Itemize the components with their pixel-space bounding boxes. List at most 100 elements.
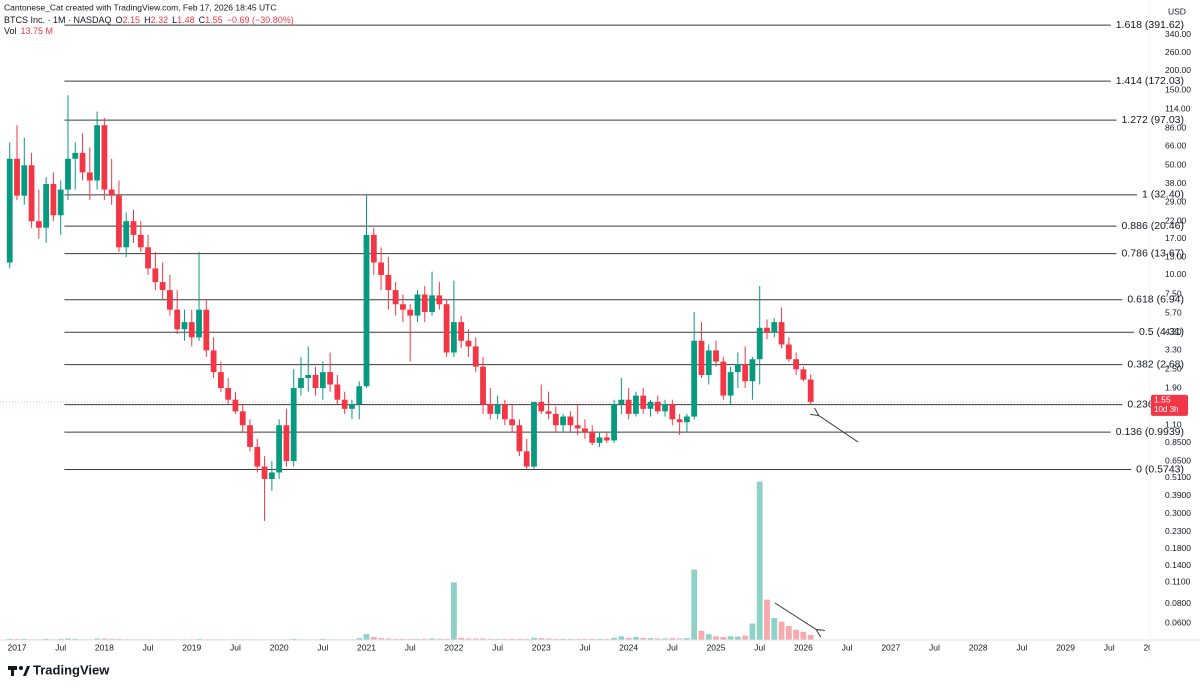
volume-bar xyxy=(633,637,639,640)
candle-body xyxy=(43,183,50,228)
y-tick-label: 0.1100 xyxy=(1165,576,1191,586)
candle-body xyxy=(705,350,712,376)
candle-body xyxy=(50,183,57,216)
candle-body xyxy=(28,165,35,222)
candle-body xyxy=(749,359,756,382)
candle-body xyxy=(349,404,355,409)
candle-body xyxy=(764,327,770,333)
candle-body xyxy=(560,416,567,426)
y-tick-label: 4.30 xyxy=(1165,327,1182,337)
candle-body xyxy=(421,294,428,313)
volume-bar xyxy=(611,637,617,640)
x-tick-label: 2030 xyxy=(1143,642,1162,652)
fib-label: 1 (32.40) xyxy=(1142,189,1184,201)
candle-body xyxy=(6,158,13,263)
volume-bar xyxy=(196,638,202,640)
candle-body xyxy=(487,404,494,414)
candle-body xyxy=(290,388,297,462)
x-tick-label: 2020 xyxy=(270,642,289,652)
candle-body xyxy=(574,425,581,429)
candle-body xyxy=(14,158,20,196)
candle-body xyxy=(261,466,268,479)
brand-logo: TradingView xyxy=(8,662,110,677)
y-tick-label: 200.00 xyxy=(1165,65,1191,75)
price-axis: 340.00 260.00 200.00 150.00 114.00 86.00 66.00… xyxy=(1165,29,1191,628)
x-tick-label: 2027 xyxy=(881,642,900,652)
volume-bar xyxy=(785,626,792,640)
candle-body xyxy=(108,189,115,196)
open-value: 2.15 xyxy=(123,15,141,25)
volume-bar xyxy=(523,638,530,640)
volume-bar xyxy=(734,636,741,640)
candle-body xyxy=(509,419,516,426)
candle-body xyxy=(734,364,741,373)
candle-body xyxy=(327,372,334,385)
volume-bar xyxy=(698,630,705,640)
volume-bar xyxy=(465,638,472,640)
annotation-arrow xyxy=(818,415,859,443)
high-value: 2.32 xyxy=(151,15,169,25)
candle-body xyxy=(159,282,166,291)
volume-bar xyxy=(618,636,625,640)
candle-body xyxy=(305,375,312,379)
candle-body xyxy=(203,309,210,351)
candle-body xyxy=(400,304,406,310)
x-tick-label: 2018 xyxy=(95,642,114,652)
volume-bar xyxy=(392,638,399,640)
fib-label: 1.414 (172.03) xyxy=(1116,75,1184,87)
x-tick-label: Jul xyxy=(405,642,416,652)
volume-bar xyxy=(764,599,770,640)
candle-body xyxy=(458,322,465,341)
volume-bar xyxy=(691,569,698,640)
candle-body xyxy=(334,384,341,400)
candle-body xyxy=(603,437,610,441)
y-tick-label: 13.00 xyxy=(1165,251,1187,261)
volume-bar xyxy=(800,631,807,640)
x-tick-label: Jul xyxy=(842,642,853,652)
candle-body xyxy=(217,372,224,389)
x-tick-label: 2024 xyxy=(619,642,638,652)
y-tick-label: 0.2300 xyxy=(1165,526,1191,536)
candle-body xyxy=(618,399,625,405)
candle-body xyxy=(407,309,414,316)
volume-bar xyxy=(560,638,567,640)
x-tick-label: Jul xyxy=(667,642,678,652)
x-tick-label: 2028 xyxy=(969,642,988,652)
candle-body xyxy=(174,309,181,330)
x-tick-label: 2017 xyxy=(8,642,27,652)
candle-body xyxy=(800,369,807,380)
candle-body xyxy=(130,221,137,235)
candle-body xyxy=(450,322,457,353)
y-tick-label: 38.00 xyxy=(1165,178,1187,188)
candle-body xyxy=(385,274,392,291)
volume-bar xyxy=(749,623,756,640)
y-tick-label: 0.3000 xyxy=(1165,508,1191,518)
volume-bar xyxy=(574,638,581,640)
volume-bar xyxy=(487,638,494,640)
y-tick-label: 0.0800 xyxy=(1165,598,1191,608)
candle-body xyxy=(683,416,690,423)
candle-body xyxy=(254,446,261,467)
volume-bar xyxy=(480,638,486,640)
volume-bar xyxy=(683,638,690,640)
y-tick-label: 1.10 xyxy=(1165,419,1182,429)
volume-bar xyxy=(400,638,406,640)
candle-body xyxy=(698,340,705,376)
fib-label: 0.618 (6.94) xyxy=(1127,294,1184,306)
candle-body xyxy=(86,172,93,181)
time-axis: 2017 Jul 2018 Jul 2019 Jul 2020 Jul 2021 Jul 2022 J… xyxy=(8,642,1162,652)
candle-body xyxy=(188,322,195,338)
y-tick-label: 0.1800 xyxy=(1165,543,1191,553)
volume-bar xyxy=(705,634,712,640)
candle-body xyxy=(123,221,130,248)
price-tag-value: 1.55 xyxy=(1154,395,1171,405)
volume-bar xyxy=(778,621,785,640)
candle-body xyxy=(436,295,443,305)
volume-bar xyxy=(443,638,450,640)
x-tick-label: Jul xyxy=(317,642,328,652)
candle-body xyxy=(268,472,275,479)
y-tick-label: 10.00 xyxy=(1165,269,1187,279)
candle-body xyxy=(596,437,603,443)
fib-label: 1.272 (97.03) xyxy=(1122,114,1184,126)
